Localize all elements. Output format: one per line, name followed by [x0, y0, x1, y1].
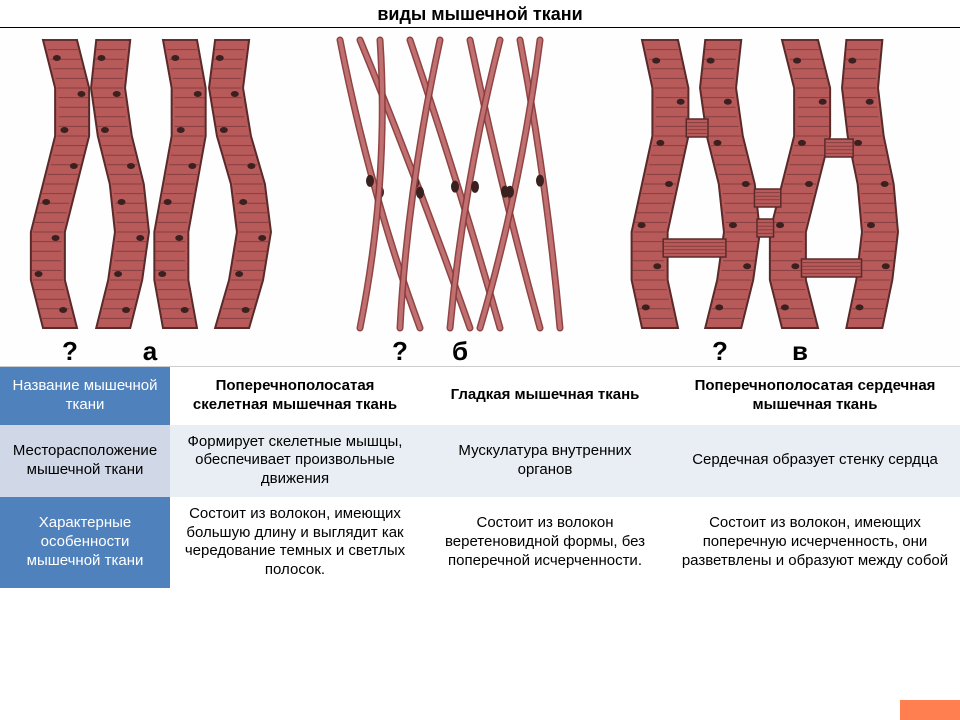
svg-text:?: ?	[392, 336, 408, 366]
row-header-features: Характерные особенности мышечной ткани	[0, 497, 170, 588]
col-c-name: Поперечнополосатая сердечная мышечная тк…	[670, 367, 960, 425]
col-b-features: Состоит из волокон веретеновидной формы,…	[420, 497, 670, 588]
col-b-location: Мускулатура внутренних органов	[420, 425, 670, 497]
row-header-name: Название мышечной ткани	[0, 367, 170, 425]
svg-text:в: в	[792, 336, 808, 366]
tissue-illustration: ? а? б? в	[0, 28, 960, 368]
svg-text:?: ?	[712, 336, 728, 366]
svg-text:б: б	[452, 336, 468, 366]
tissue-table: Название мышечной ткани Поперечнополосат…	[0, 367, 960, 588]
col-a-features: Состоит из волокон, имеющих большую длин…	[170, 497, 420, 588]
col-c-location: Сердечная образует стенку сердца	[670, 425, 960, 497]
muscle-tissue-diagram: ? а? б? в	[0, 27, 960, 367]
page-title: виды мышечной ткани	[0, 0, 960, 27]
svg-text:?: ?	[62, 336, 78, 366]
svg-text:а: а	[143, 336, 158, 366]
decorative-accent	[900, 700, 960, 720]
col-a-location: Формирует скелетные мышцы, обеспечивает …	[170, 425, 420, 497]
row-header-location: Месторасположение мышечной ткани	[0, 425, 170, 497]
col-a-name: Поперечнополосатая скелетная мышечная тк…	[170, 367, 420, 425]
col-b-name: Гладкая мышечная ткань	[420, 367, 670, 425]
col-c-features: Состоит из волокон, имеющих поперечную и…	[670, 497, 960, 588]
